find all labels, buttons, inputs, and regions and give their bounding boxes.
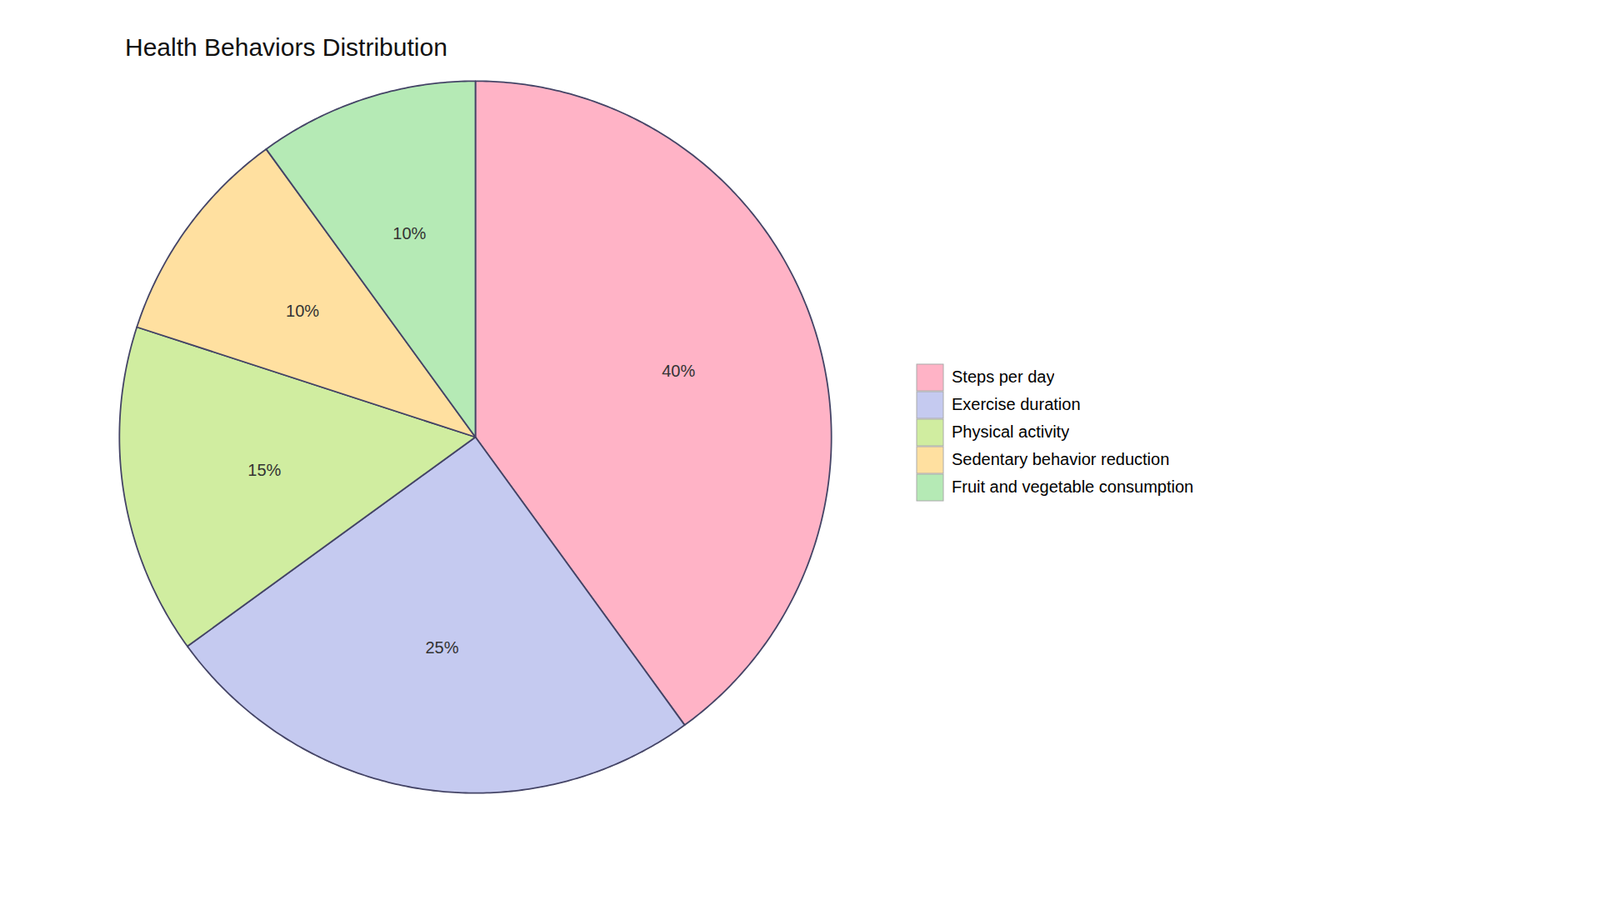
html-text:Steps per day: Steps per day — [951, 367, 1055, 386]
html-text:Exercise duration: Exercise duration — [951, 395, 1081, 414]
svg-text:40%: 40% — [661, 361, 695, 380]
svg-text:15%: 15% — [247, 460, 281, 480]
html-text:Health Behaviors Distribution: Health Behaviors Distribution — [125, 33, 448, 61]
html-text:Sedentary behavior reduction: Sedentary behavior reduction — [951, 450, 1170, 469]
svg-text:25%: 25% — [425, 638, 459, 657]
svg-text:10%: 10% — [285, 301, 320, 320]
html-text:Fruit and vegetable consumptio: Fruit and vegetable consumption — [951, 477, 1194, 496]
html-text:Physical activity: Physical activity — [951, 422, 1070, 441]
svg-text:10%: 10% — [392, 224, 426, 243]
